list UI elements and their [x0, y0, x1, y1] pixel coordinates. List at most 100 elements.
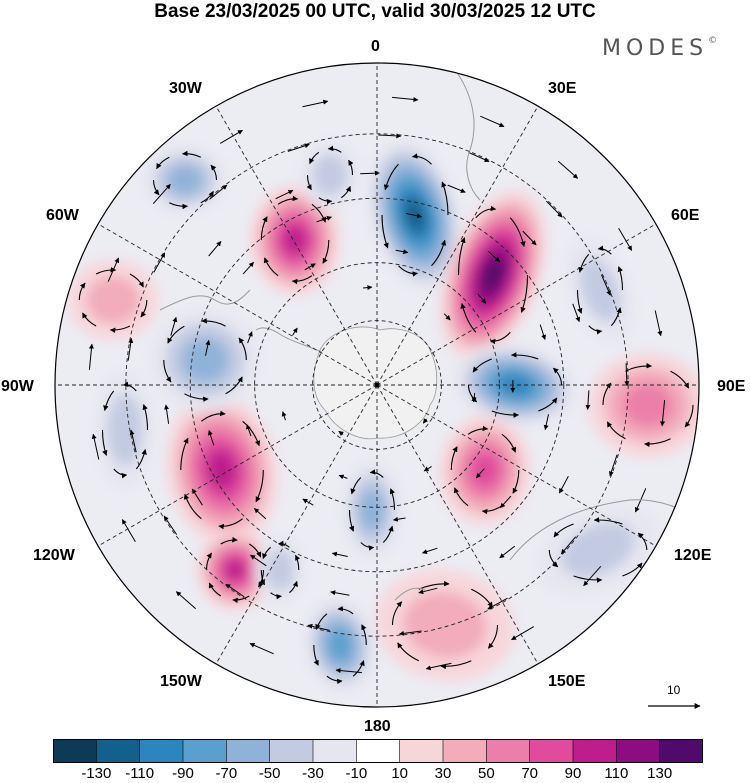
streamline-arrow — [348, 509, 355, 532]
streamline-arrow — [289, 580, 298, 594]
streamline-arrow — [182, 150, 202, 158]
colorbar-tick-label: 90 — [564, 765, 582, 782]
flow-arrow — [511, 626, 535, 641]
streamline-arrow — [487, 624, 499, 649]
flow-arrow — [558, 475, 569, 494]
flow-arrow — [152, 183, 171, 205]
flow-arrow — [164, 404, 170, 424]
streamline-arrow — [210, 164, 218, 181]
streamline-arrow — [277, 195, 299, 205]
label-lon-90e: 90E — [717, 378, 746, 395]
streamline-arrow — [576, 289, 583, 314]
flow-arrow — [287, 143, 310, 152]
flow-arrow — [246, 424, 252, 437]
streamline-arrow — [510, 352, 539, 360]
flow-arrow — [654, 310, 663, 337]
colorbar-tick-label: 30 — [434, 765, 452, 782]
flow-arrow — [422, 547, 438, 554]
colorbar-tick-label: -10 — [345, 765, 368, 782]
anomaly-contour — [167, 165, 203, 195]
modes-logo: MODES© — [602, 36, 718, 61]
flow-arrow — [219, 129, 243, 144]
streamline-arrow — [270, 592, 282, 600]
streamline-arrow — [361, 624, 367, 646]
flow-arrow — [107, 257, 119, 282]
colorbar-tick-label: -30 — [302, 765, 324, 782]
flow-arrow — [557, 160, 579, 179]
streamline-arrow — [578, 253, 590, 273]
streamline-arrow — [262, 546, 271, 560]
flow-arrow — [480, 115, 505, 127]
streamline-arrow — [512, 469, 520, 494]
flow-arrow — [418, 587, 438, 595]
streamline-arrow — [327, 145, 342, 153]
streamline-arrow — [135, 448, 147, 470]
anomaly-contour — [469, 451, 501, 489]
flow-arrow — [443, 313, 451, 321]
streamline-arrow — [183, 493, 202, 520]
streamline-arrow — [548, 549, 559, 568]
anomaly-contour — [206, 449, 238, 491]
anomaly-contour — [224, 559, 246, 581]
colorbar-bin — [399, 739, 444, 763]
streamline-arrow — [597, 245, 612, 255]
flow-arrow — [302, 99, 329, 108]
streamline-arrow — [184, 393, 209, 402]
anomaly-contour — [86, 276, 140, 324]
colorbar-bin — [529, 739, 574, 763]
flow-arrow — [242, 261, 254, 275]
streamline-arrow — [453, 487, 469, 507]
flow-arrow — [170, 316, 178, 336]
flow-arrow — [618, 227, 633, 251]
streamline-arrow — [617, 266, 624, 291]
colorbar-bin — [443, 739, 487, 763]
flow-arrow — [624, 363, 630, 387]
flow-arrow — [468, 151, 490, 162]
anomaly-contour — [579, 258, 621, 322]
flow-arrow — [546, 200, 563, 218]
streamline-arrow — [602, 382, 612, 406]
streamline-arrow — [383, 163, 399, 191]
streamline-arrow — [263, 257, 279, 277]
streamline-arrow — [291, 275, 313, 285]
flow-arrow — [475, 468, 485, 479]
streamline-arrow — [538, 397, 558, 412]
flow-arrow — [487, 250, 501, 262]
streamline-arrow — [440, 660, 472, 670]
label-lon-90w: 90W — [1, 378, 34, 395]
streamline-arrow — [163, 359, 172, 383]
anomaly-contour — [181, 337, 229, 383]
flow-arrow — [208, 430, 215, 446]
flow-arrow — [307, 623, 330, 631]
colorbar — [53, 739, 703, 763]
flow-arrow — [447, 184, 466, 193]
flow-arrow — [316, 216, 332, 223]
streamline-arrow — [82, 312, 97, 327]
streamline-arrow — [670, 370, 690, 389]
streamline-arrow — [431, 239, 447, 267]
anomaly-contour — [328, 629, 352, 661]
streamline-arrow — [78, 282, 86, 301]
colorbar-bin — [616, 739, 661, 763]
flow-arrow — [91, 433, 100, 460]
flow-arrow — [281, 411, 287, 421]
streamline-arrow — [460, 302, 477, 333]
streamline-arrow — [593, 517, 623, 525]
anomaly-contour — [265, 549, 295, 591]
streamline-arrow — [450, 446, 458, 471]
meridian-line — [215, 384, 378, 665]
streamline-arrow — [309, 151, 320, 165]
colorbar-bin — [96, 739, 141, 763]
streamline-arrow — [398, 265, 419, 277]
streamline-arrow — [520, 274, 529, 313]
streamline-arrow — [311, 203, 327, 223]
anomaly-contour — [622, 382, 674, 428]
streamline-arrow — [606, 421, 626, 440]
flow-arrow — [477, 293, 487, 304]
flow-arrow — [522, 230, 537, 246]
label-lon-30w: 30W — [169, 80, 202, 97]
flow-arrow — [209, 184, 228, 200]
flow-arrow — [422, 418, 428, 424]
flow-arrow — [225, 583, 245, 598]
streamline-arrow — [113, 468, 128, 479]
